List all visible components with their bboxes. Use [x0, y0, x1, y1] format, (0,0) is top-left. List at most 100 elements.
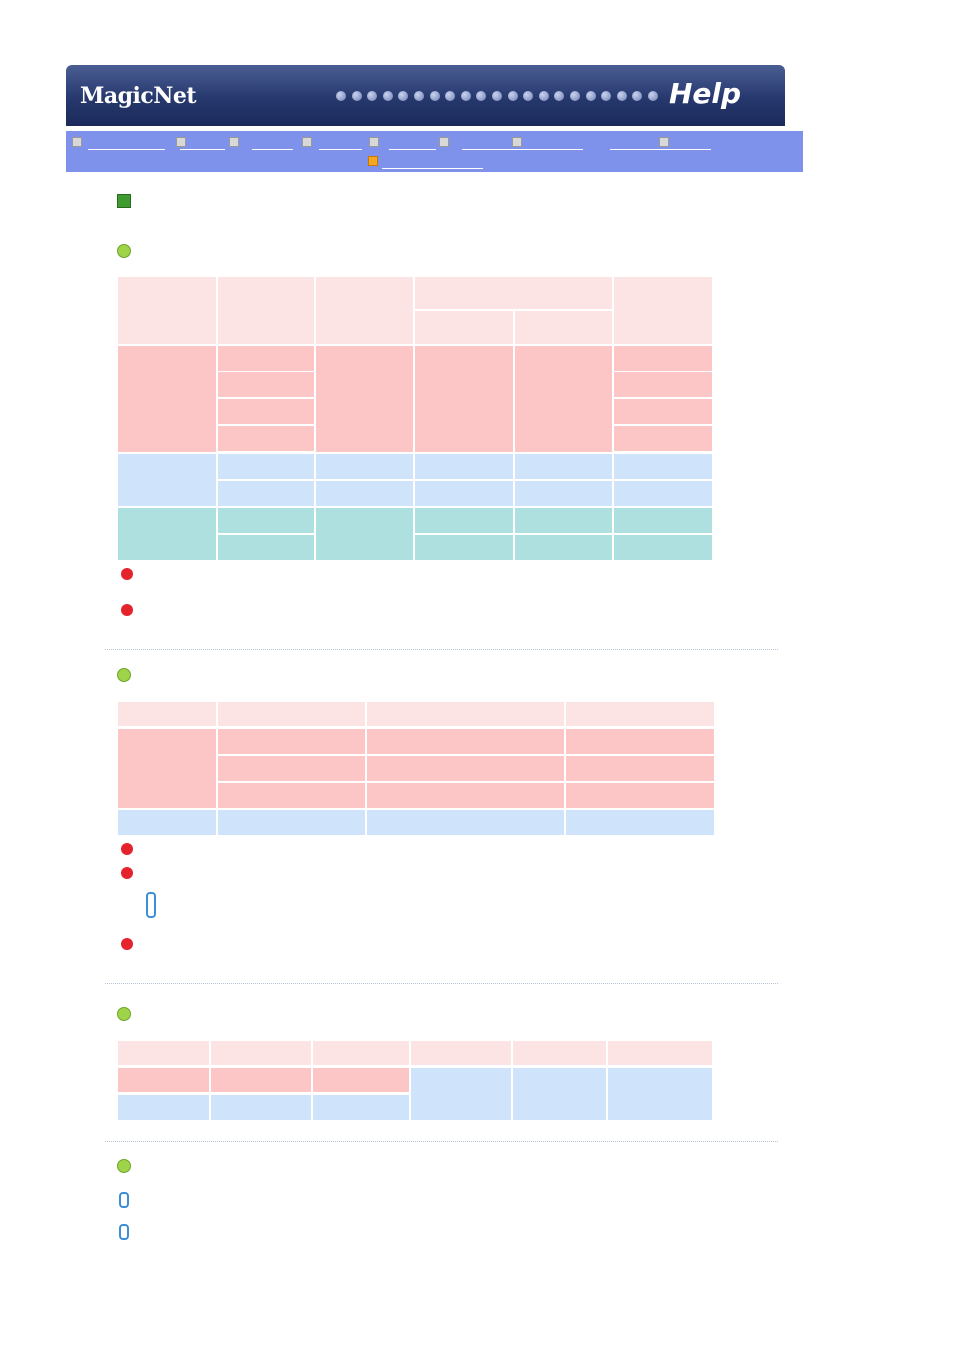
section-icon: [117, 244, 131, 258]
table-cell: [566, 729, 714, 754]
nav-icon: [229, 137, 239, 147]
table-cell: [415, 311, 513, 344]
table-cell: [608, 1068, 712, 1120]
table-cell: [367, 810, 564, 835]
nav-link[interactable]: [462, 149, 583, 150]
clip-icon: [146, 892, 156, 918]
nav-icon: [302, 137, 312, 147]
banner: MagicNet Help: [66, 65, 785, 126]
table-cell: [118, 702, 216, 726]
banner-dot: [476, 91, 487, 101]
section-icon: [117, 1007, 131, 1021]
banner-dot: [382, 91, 393, 101]
table-cell: [614, 399, 712, 424]
banner-dot: [492, 91, 502, 101]
table-cell: [118, 729, 216, 808]
table-cell: [218, 426, 314, 451]
alert-icon: [121, 568, 133, 580]
table-cell: [218, 481, 314, 506]
banner-dot: [445, 91, 456, 101]
nav-icon: [512, 137, 522, 147]
table-cell: [614, 372, 712, 397]
separator: [105, 983, 778, 984]
table-cell: [515, 508, 612, 533]
table-cell: [367, 702, 564, 726]
banner-dot: [585, 91, 596, 101]
table-cell: [313, 1068, 409, 1092]
nav-link[interactable]: [319, 149, 362, 150]
table-cell: [614, 481, 712, 506]
table-cell: [614, 346, 712, 371]
table-cell: [218, 508, 314, 533]
page-icon: [117, 194, 131, 208]
nav-link[interactable]: [610, 149, 711, 150]
table-cell: [218, 372, 314, 397]
nav-link[interactable]: [252, 149, 293, 150]
nav-icon: [72, 137, 82, 147]
table-cell: [415, 508, 513, 533]
banner-dot: [570, 91, 580, 101]
separator: [105, 649, 778, 650]
table-cell: [608, 1041, 712, 1065]
table-cell: [218, 783, 365, 808]
table-cell: [415, 481, 513, 506]
table-cell: [614, 508, 712, 533]
table-cell: [218, 454, 314, 479]
table-cell: [614, 454, 712, 479]
section-icon: [117, 1159, 131, 1173]
table-cell: [118, 277, 216, 344]
table-cell: [211, 1041, 311, 1065]
table-cell: [513, 1041, 606, 1065]
table-cell: [367, 783, 564, 808]
separator: [105, 1141, 778, 1142]
banner-dot: [414, 91, 424, 101]
alert-icon: [121, 867, 133, 879]
banner-dot: [523, 91, 534, 101]
table-cell: [566, 783, 714, 808]
table-cell: [316, 454, 413, 479]
banner-dot: [601, 91, 612, 101]
table-cell: [515, 535, 612, 560]
banner-dot: [554, 91, 565, 101]
table-cell: [316, 508, 413, 560]
section-icon: [117, 668, 131, 682]
banner-title: Help: [669, 77, 742, 110]
table-cell: [118, 454, 216, 506]
table-cell: [566, 756, 714, 781]
nav-bar: [66, 131, 803, 172]
table-cell: [415, 346, 513, 452]
table-cell: [367, 756, 564, 781]
table-cell: [118, 346, 216, 452]
table-cell: [367, 729, 564, 754]
table-cell: [515, 454, 612, 479]
banner-dot: [351, 91, 362, 101]
table-cell: [415, 454, 513, 479]
table-cell: [411, 1041, 511, 1065]
banner-dot: [429, 91, 440, 101]
table-cell: [218, 702, 365, 726]
table-cell: [566, 702, 714, 726]
nav-link[interactable]: [180, 149, 225, 150]
brand-logo: MagicNet: [80, 83, 197, 109]
banner-dot: [460, 91, 471, 101]
table-cell: [513, 1068, 606, 1120]
table-cell: [218, 399, 314, 424]
nav-link[interactable]: [389, 149, 436, 150]
alert-icon: [121, 843, 133, 855]
nav-link[interactable]: [382, 168, 483, 169]
banner-dot: [507, 91, 518, 101]
table-cell: [218, 346, 314, 371]
table-cell: [515, 481, 612, 506]
nav-icon: [369, 137, 379, 147]
nav-icon: [368, 156, 378, 166]
table-cell: [313, 1095, 409, 1120]
table-cell: [566, 810, 714, 835]
nav-link[interactable]: [126, 149, 153, 150]
table-cell: [614, 426, 712, 451]
table-cell: [218, 729, 365, 754]
table-cell: [316, 277, 413, 344]
table-cell: [515, 311, 612, 344]
table-cell: [118, 1095, 209, 1120]
table-cell: [118, 1068, 209, 1092]
